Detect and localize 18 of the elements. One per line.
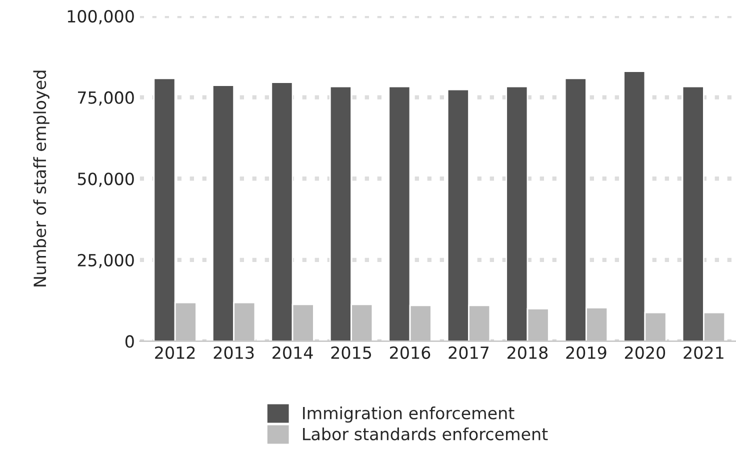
y-tick-label: 25,000 [78,254,134,268]
x-tick-label: 2021 [684,346,724,359]
y-tick-label: 0 [125,335,134,348]
y-axis-title: Number of staff employed [33,70,50,286]
x-tick-label: 2013 [214,346,254,359]
y-tick-label: 50,000 [78,172,134,187]
y-tick-label: 100,000 [68,10,134,24]
y-tick-label: 75,000 [78,91,134,106]
legend-label: Labor standards enforcement [303,427,548,440]
x-tick-label: 2018 [508,346,548,359]
x-tick-label: 2014 [272,346,313,359]
x-tick-label: 2016 [390,346,430,359]
x-tick-label: 2017 [448,346,489,359]
x-tick-label: 2015 [331,346,372,359]
legend-label: Immigration enforcement [303,406,514,423]
x-tick-label: 2012 [155,346,195,359]
x-tick-label: 2019 [566,346,606,359]
x-tick-label: 2020 [624,346,666,359]
